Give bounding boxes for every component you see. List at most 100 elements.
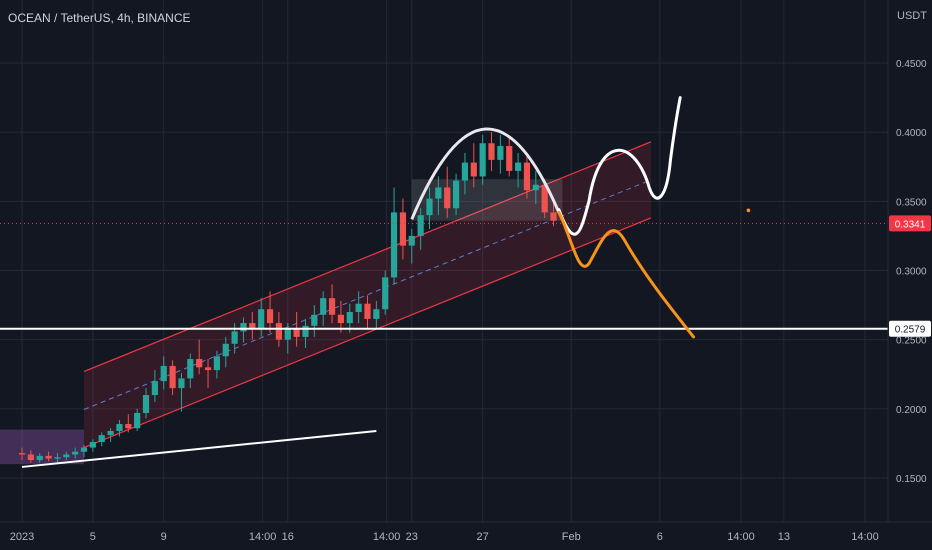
price-tick-label: 0.3500 (896, 197, 927, 208)
candle-body (479, 143, 486, 177)
marker-dot (746, 208, 751, 213)
channel-median-line (83, 179, 652, 410)
candle-body (541, 184, 548, 213)
candle-body (523, 162, 531, 191)
candle-body (408, 235, 415, 246)
candle-body (249, 323, 256, 329)
candle-body (302, 325, 309, 337)
candle-body (506, 146, 513, 171)
candle-body (258, 309, 265, 329)
regression-channel (0, 141, 652, 465)
price-tick-label: 0.2500 (896, 336, 927, 347)
time-tick-label: 6 (657, 531, 663, 543)
last-price-badge-bg (889, 215, 931, 232)
candlestick-series (18, 132, 557, 465)
candle-body (187, 359, 194, 379)
candle-body (275, 323, 283, 340)
candle-body (222, 343, 229, 357)
candle-body (320, 298, 327, 315)
currency-label: USDT (897, 10, 927, 22)
candle-body (488, 143, 495, 160)
price-tick-label: 0.1500 (896, 474, 927, 485)
candle-body (328, 298, 336, 315)
candle-body (284, 328, 291, 340)
bearish-projection-path (557, 210, 695, 339)
time-tick-label: 13 (778, 531, 790, 543)
channel-fill (84, 141, 651, 448)
time-tick-label: 23 (406, 531, 418, 543)
candle-body (45, 455, 52, 459)
candle-body (311, 314, 318, 326)
candle-body (514, 162, 522, 171)
candle-body (435, 187, 442, 199)
candle-body (364, 303, 371, 319)
rounded-top-arc (410, 127, 561, 220)
candle-body (399, 212, 407, 246)
trendline-drawing (21, 429, 377, 468)
candle-body (231, 331, 238, 344)
candle-body (196, 359, 203, 368)
price-axis[interactable]: 0.1500 0.2000 0.2500 0.3000 0.3500 0.4000 0.45… (887, 0, 927, 522)
candle-body (36, 455, 43, 461)
time-tick-label: 27 (477, 531, 489, 543)
candle-body (213, 356, 220, 371)
candle-body (293, 328, 300, 337)
price-tick-label: 0.4000 (896, 128, 927, 139)
price-tick-label: 0.2000 (896, 405, 927, 416)
candle-body (151, 381, 158, 395)
candle-body (18, 453, 26, 455)
candle-body (160, 365, 167, 382)
candle-body (72, 451, 79, 455)
candle-body (125, 424, 132, 429)
candle-body (470, 162, 477, 177)
time-tick-label: 14:00 (373, 531, 401, 543)
drawings-layer: 0.3341 0.2579 (0, 96, 931, 468)
last-price-badge: 0.3341 (889, 215, 931, 232)
price-tick-label: 0.4500 (896, 59, 927, 70)
candle-body (63, 454, 70, 458)
candle-body (80, 447, 88, 452)
time-tick-label: 5 (90, 531, 96, 543)
time-axis[interactable]: 2023 5 9 14:00 16 14:00 23 27 Feb 6 14:00 13 14:00 (0, 521, 932, 543)
candle-body (497, 146, 504, 160)
bullish-projection-path (557, 96, 682, 236)
candle-body (266, 309, 274, 324)
candle-body (89, 442, 96, 448)
candle-body (142, 395, 150, 413)
candle-body (373, 309, 380, 319)
support-value: 0.2579 (895, 325, 926, 336)
time-tick-label: 9 (161, 531, 167, 543)
candle-body (337, 314, 345, 324)
time-tick-label: 14:00 (851, 531, 879, 543)
candle-body (390, 212, 398, 278)
candle-body (550, 212, 557, 221)
candle-body (116, 424, 123, 431)
last-price-value: 0.3341 (895, 219, 926, 230)
candle-body (346, 312, 353, 324)
candle-body (426, 198, 433, 216)
candle-body (355, 303, 362, 312)
candle-body (98, 435, 105, 443)
channel-lower-line (83, 217, 652, 449)
candle-body (461, 162, 469, 181)
support-badge-bg (889, 320, 931, 337)
support-level-badge: 0.2579 (889, 320, 931, 337)
time-tick-label: 2023 (10, 531, 34, 543)
price-tick-label: 0.3000 (896, 267, 927, 278)
candle-body (382, 277, 389, 310)
channel-upper-line (83, 141, 652, 373)
candle-body (532, 184, 539, 191)
chart-grid (0, 0, 888, 522)
candle-body (417, 215, 424, 236)
candle-body (107, 430, 114, 436)
time-tick-label: Feb (562, 531, 581, 543)
candle-body (444, 187, 451, 209)
candle-body (134, 412, 141, 429)
time-tick-label: 16 (282, 531, 294, 543)
dome-fill-box (411, 179, 563, 221)
candle-body (169, 365, 176, 389)
candle-body (27, 454, 34, 461)
time-tick-label: 14:00 (727, 531, 755, 543)
